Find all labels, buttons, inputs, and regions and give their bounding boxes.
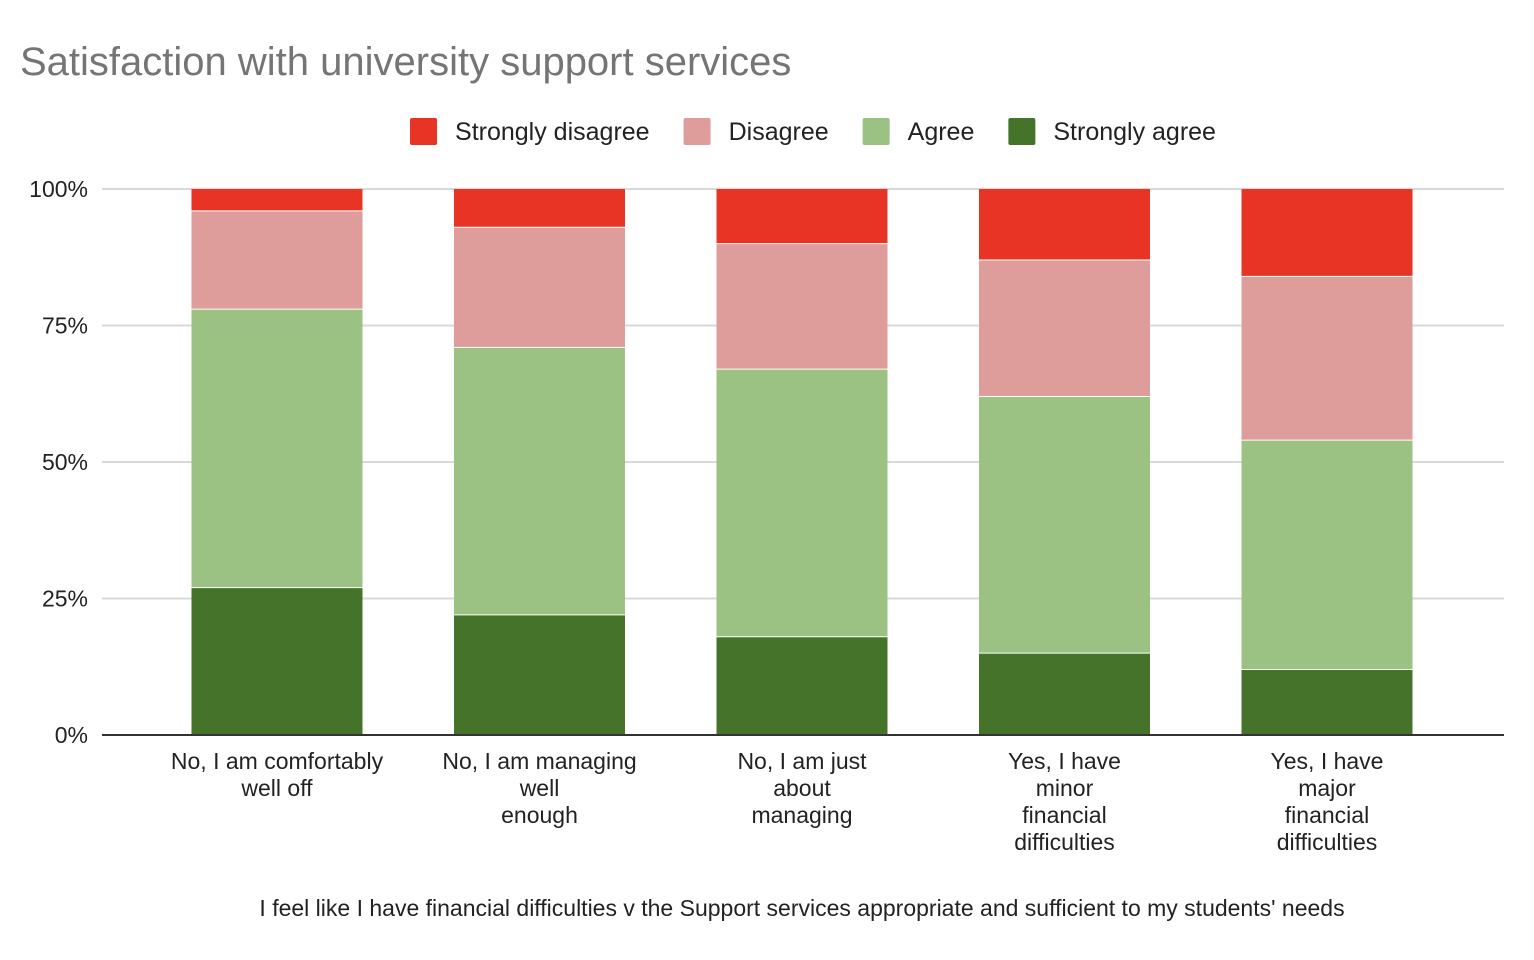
bar-segment-strongly-disagree xyxy=(979,189,1150,260)
chart-title: Satisfaction with university support ser… xyxy=(20,40,791,84)
x-tick-label-line: difficulties xyxy=(1014,829,1115,855)
bar-segment-strongly-disagree xyxy=(716,189,888,244)
y-tick-label: 25% xyxy=(42,586,88,612)
y-tick-label: 50% xyxy=(42,449,88,475)
bar-segment-disagree xyxy=(716,243,888,370)
y-tick-label: 75% xyxy=(42,313,88,339)
bar-segment-agree xyxy=(716,369,888,637)
x-tick-label-line: major xyxy=(1298,775,1356,801)
bar-stack xyxy=(454,189,625,735)
bars xyxy=(191,189,1413,735)
x-tick-label-line: No, I am just xyxy=(737,748,867,774)
bar-segment-disagree xyxy=(979,259,1150,397)
x-tick-label-line: difficulties xyxy=(1277,829,1378,855)
x-tick-label: Yes, I have major financial difficulties xyxy=(1271,748,1384,855)
bar-segment-agree xyxy=(191,309,363,588)
legend-label: Strongly agree xyxy=(1053,118,1216,146)
legend-swatch xyxy=(1008,118,1036,145)
bar-segment-strongly-disagree xyxy=(454,189,625,228)
x-axis: No, I am comfortably well off No, I am man… xyxy=(171,748,1384,855)
legend: Strongly disagree Disagree Agree Strongly a… xyxy=(410,118,1216,146)
bar-segment-strongly-disagree xyxy=(191,189,363,211)
x-tick-label: No, I am just about managing xyxy=(737,748,867,828)
x-tick-label: Yes, I have minor financial difficulties xyxy=(1008,748,1121,855)
bar-segment-strongly-agree xyxy=(454,614,625,735)
legend-swatch xyxy=(862,118,890,145)
legend-label: Strongly disagree xyxy=(455,118,650,146)
x-tick-label-line: well xyxy=(519,775,560,801)
x-tick-label-line: financial xyxy=(1285,802,1369,828)
bar-segment-agree xyxy=(454,347,625,615)
bar-segment-agree xyxy=(979,396,1150,654)
bar-segment-disagree xyxy=(1241,276,1413,441)
x-tick-label-line: No, I am managing xyxy=(442,748,636,774)
bar-segment-strongly-disagree xyxy=(1241,189,1413,277)
x-tick-label-line: well off xyxy=(240,775,313,801)
y-tick-label: 0% xyxy=(55,722,88,748)
bar-stack xyxy=(191,189,363,735)
x-tick-label: No, I am managing well enough xyxy=(442,748,636,828)
bar-stack xyxy=(716,189,888,735)
x-tick-label-line: enough xyxy=(501,802,578,828)
y-axis: 0% 25% 50% 75% 100% xyxy=(29,176,88,748)
legend-swatch xyxy=(410,118,438,145)
bar-stack xyxy=(1241,189,1413,735)
legend-label: Disagree xyxy=(729,118,829,146)
x-tick-label-line: financial xyxy=(1022,802,1106,828)
bar-segment-disagree xyxy=(191,210,363,310)
bar-segment-agree xyxy=(1241,440,1413,670)
y-tick-label: 100% xyxy=(29,176,88,202)
bar-segment-strongly-agree xyxy=(191,587,363,735)
x-tick-label-line: managing xyxy=(751,802,852,828)
x-tick-label-line: Yes, I have xyxy=(1271,748,1384,774)
x-axis-title: I feel like I have financial difficultie… xyxy=(259,895,1344,921)
legend-item-agree: Agree xyxy=(862,118,975,146)
bar-segment-strongly-agree xyxy=(716,636,888,735)
bar-stack xyxy=(979,189,1150,735)
legend-swatch xyxy=(683,118,711,145)
legend-item-strongly-disagree: Strongly disagree xyxy=(410,118,650,146)
x-tick-label-line: No, I am comfortably xyxy=(171,748,384,774)
x-tick-label-line: about xyxy=(773,775,831,801)
bar-segment-disagree xyxy=(454,227,625,348)
bar-segment-strongly-agree xyxy=(1241,669,1413,735)
legend-item-strongly-agree: Strongly agree xyxy=(1008,118,1216,146)
bar-segment-strongly-agree xyxy=(979,653,1150,735)
x-tick-label-line: Yes, I have xyxy=(1008,748,1121,774)
x-tick-label: No, I am comfortably well off xyxy=(171,748,384,801)
x-tick-label-line: minor xyxy=(1036,775,1094,801)
legend-label: Agree xyxy=(908,118,975,146)
legend-item-disagree: Disagree xyxy=(683,118,829,146)
